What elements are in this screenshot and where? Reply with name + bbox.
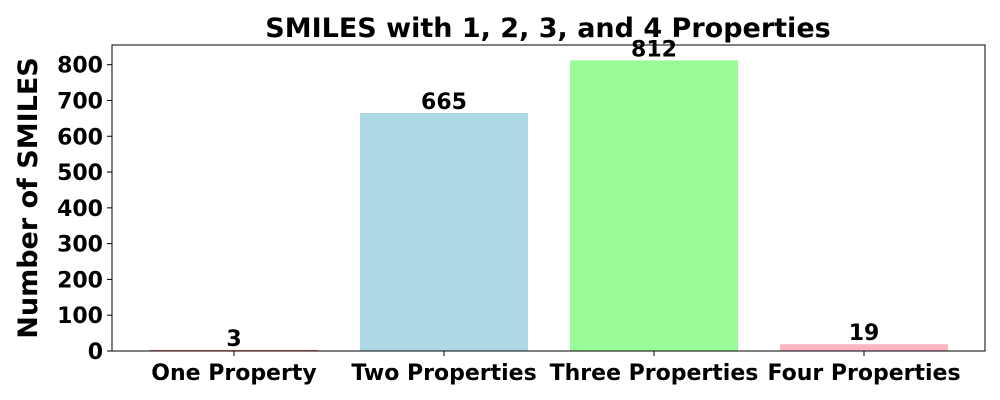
bar-three-properties [570, 60, 738, 352]
y-tick-label: 300 [57, 233, 103, 258]
y-tick-label: 600 [57, 125, 103, 150]
data-label: 812 [631, 37, 677, 62]
y-ticks-group: 0 100 200 300 400 500 600 700 800 [57, 54, 112, 365]
x-tick-label: Four Properties [767, 361, 960, 386]
y-tick-label: 200 [57, 268, 103, 293]
data-label: 665 [421, 90, 467, 115]
x-ticks-group: One Property Two Properties Three Properti… [151, 351, 961, 386]
y-tick-label: 500 [57, 161, 103, 186]
y-tick-label: 400 [57, 197, 103, 222]
chart-title: SMILES with 1, 2, 3, and 4 Properties [265, 13, 830, 44]
data-label: 19 [849, 321, 880, 346]
y-tick-label: 800 [57, 54, 103, 79]
x-tick-label: One Property [151, 361, 316, 386]
y-tick-label: 100 [57, 304, 103, 329]
x-tick-label: Three Properties [550, 361, 759, 386]
y-tick-label: 700 [57, 89, 103, 114]
bars-group: 3 665 812 19 [150, 37, 948, 352]
x-tick-label: Two Properties [351, 361, 536, 386]
bar-four-properties [780, 344, 948, 351]
plot-frame [111, 44, 986, 352]
data-label: 3 [226, 327, 241, 352]
y-axis-label: Number of SMILES [13, 57, 44, 338]
bar-two-properties [360, 113, 528, 351]
y-tick-label: 0 [88, 340, 103, 365]
bar-one-property [150, 349, 318, 351]
